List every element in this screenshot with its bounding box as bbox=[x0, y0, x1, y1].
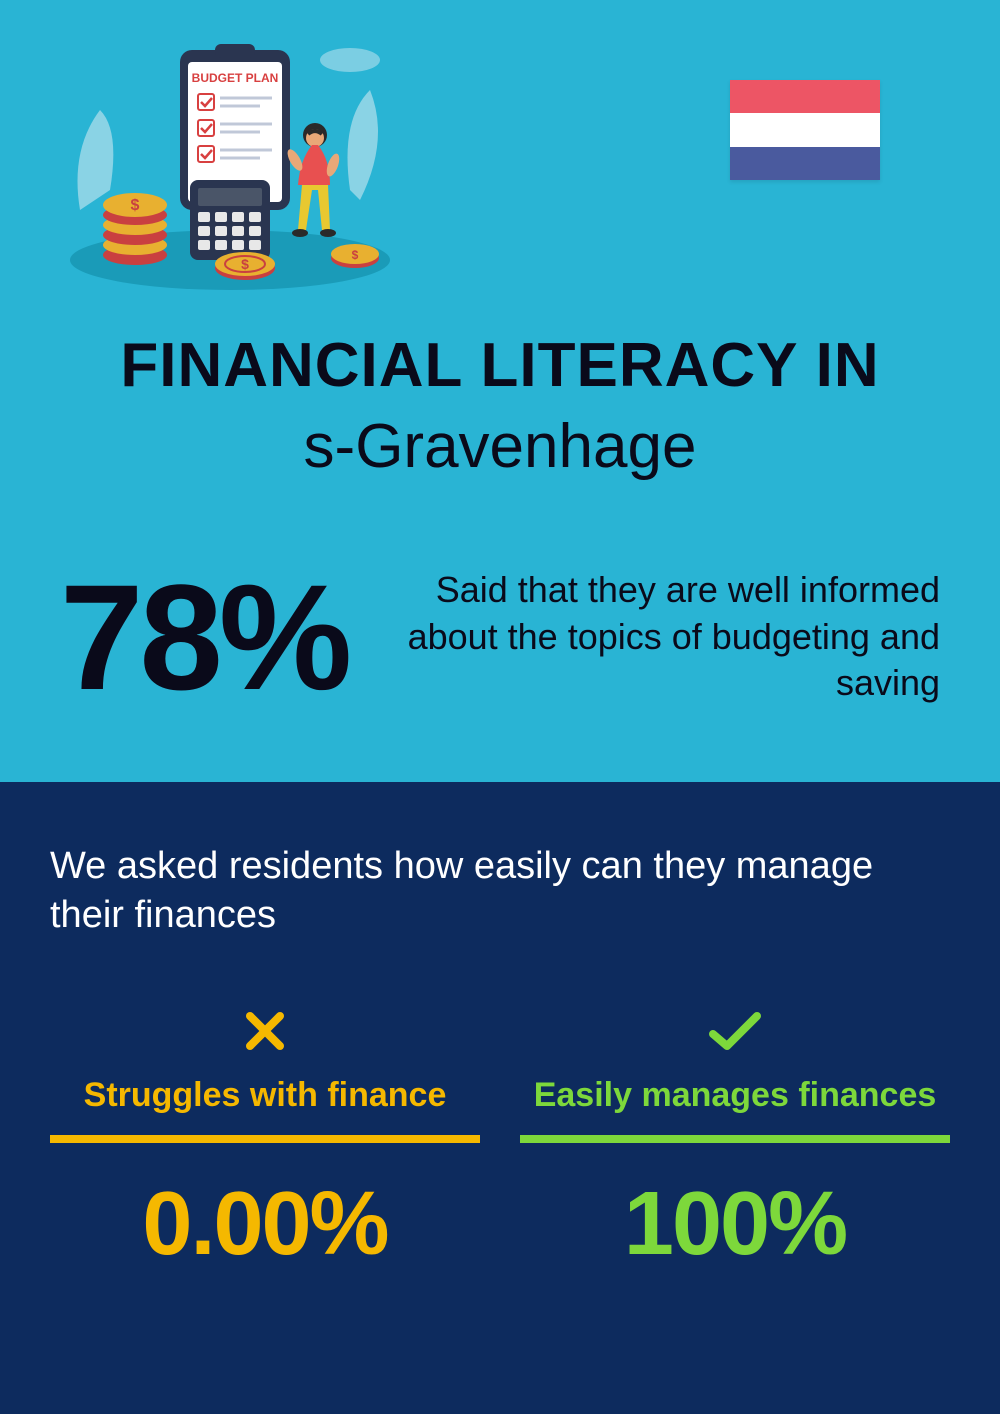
struggles-divider bbox=[50, 1135, 480, 1143]
flag-stripe-white bbox=[730, 113, 880, 146]
flag-stripe-red bbox=[730, 80, 880, 113]
title-sub: s-Gravenhage bbox=[60, 411, 940, 482]
struggles-column: Struggles with finance 0.00% bbox=[50, 1001, 480, 1276]
manages-label: Easily manages finances bbox=[520, 1076, 950, 1115]
netherlands-flag bbox=[730, 80, 880, 180]
bottom-section: We asked residents how easily can they m… bbox=[0, 782, 1000, 1414]
svg-text:$: $ bbox=[131, 197, 140, 214]
stat-row: 78% Said that they are well informed abo… bbox=[60, 562, 940, 732]
header-row: BUDGET PLAN bbox=[60, 30, 940, 290]
cross-icon bbox=[50, 1001, 480, 1061]
manages-value: 100% bbox=[520, 1173, 950, 1276]
comparison-row: Struggles with finance 0.00% Easily mana… bbox=[50, 1001, 950, 1276]
manages-divider bbox=[520, 1135, 950, 1143]
manages-column: Easily manages finances 100% bbox=[520, 1001, 950, 1276]
budget-illustration: BUDGET PLAN bbox=[60, 30, 400, 290]
stat-description: Said that they are well informed about t… bbox=[388, 567, 940, 707]
stat-value: 78% bbox=[60, 562, 348, 712]
struggles-value: 0.00% bbox=[50, 1173, 480, 1276]
clipboard-label: BUDGET PLAN bbox=[192, 71, 279, 85]
title-main: FINANCIAL LITERACY IN bbox=[60, 330, 940, 401]
struggles-label: Struggles with finance bbox=[50, 1076, 480, 1115]
check-icon bbox=[520, 1001, 950, 1061]
flag-stripe-blue bbox=[730, 147, 880, 180]
question-text: We asked residents how easily can they m… bbox=[50, 842, 900, 941]
top-section: BUDGET PLAN bbox=[0, 0, 1000, 782]
svg-text:$: $ bbox=[241, 256, 249, 272]
svg-text:$: $ bbox=[352, 248, 359, 262]
infographic-page: BUDGET PLAN bbox=[0, 0, 1000, 1414]
title-block: FINANCIAL LITERACY IN s-Gravenhage bbox=[60, 330, 940, 482]
